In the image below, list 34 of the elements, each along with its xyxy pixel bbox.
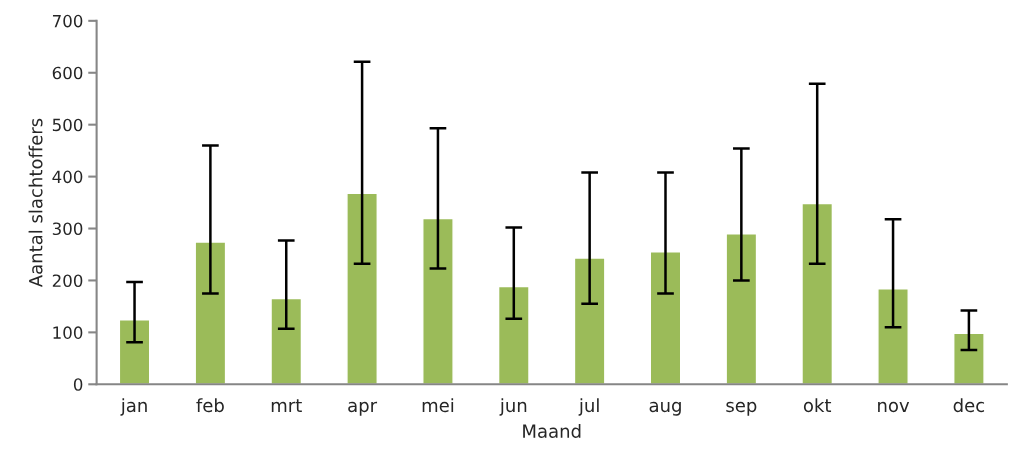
x-tick-label: sep	[726, 401, 757, 416]
bar	[953, 332, 985, 385]
x-tick-label: aug	[649, 401, 681, 416]
x-tick-label: feb	[196, 398, 224, 413]
x-tick-label: nov	[878, 401, 910, 413]
bar	[877, 288, 909, 385]
x-tick-label: jul	[578, 398, 599, 416]
bar	[194, 241, 227, 385]
y-tick-label: 500	[52, 118, 83, 132]
bar	[801, 202, 834, 385]
y-tick-label: 100	[53, 326, 83, 339]
x-tick-label: okt	[803, 398, 832, 413]
y-tick-label: 400	[52, 170, 83, 184]
x-tick-label: jun	[499, 398, 527, 416]
x-tick-label: mrt	[271, 399, 302, 412]
y-tick-label: 200	[52, 274, 83, 288]
bar	[118, 319, 151, 385]
bar	[497, 285, 530, 385]
bar	[422, 217, 454, 385]
y-axis-title: Aantal slachtoffers	[28, 118, 43, 288]
bar	[649, 251, 682, 385]
x-axis-title: Maand	[523, 423, 581, 438]
bar	[725, 233, 758, 385]
x-tick-label: mei	[422, 398, 454, 413]
bar	[346, 192, 378, 385]
bar	[270, 297, 303, 385]
x-tick-label: jan	[120, 398, 147, 416]
y-tick-label: 0	[73, 378, 83, 391]
y-tick-label: 700	[52, 14, 83, 28]
y-tick-label: 600	[52, 66, 83, 80]
x-tick-label: apr	[348, 401, 378, 416]
y-tick-label: 300	[52, 222, 83, 236]
bar	[573, 257, 606, 385]
x-tick-label: dec	[953, 398, 985, 413]
